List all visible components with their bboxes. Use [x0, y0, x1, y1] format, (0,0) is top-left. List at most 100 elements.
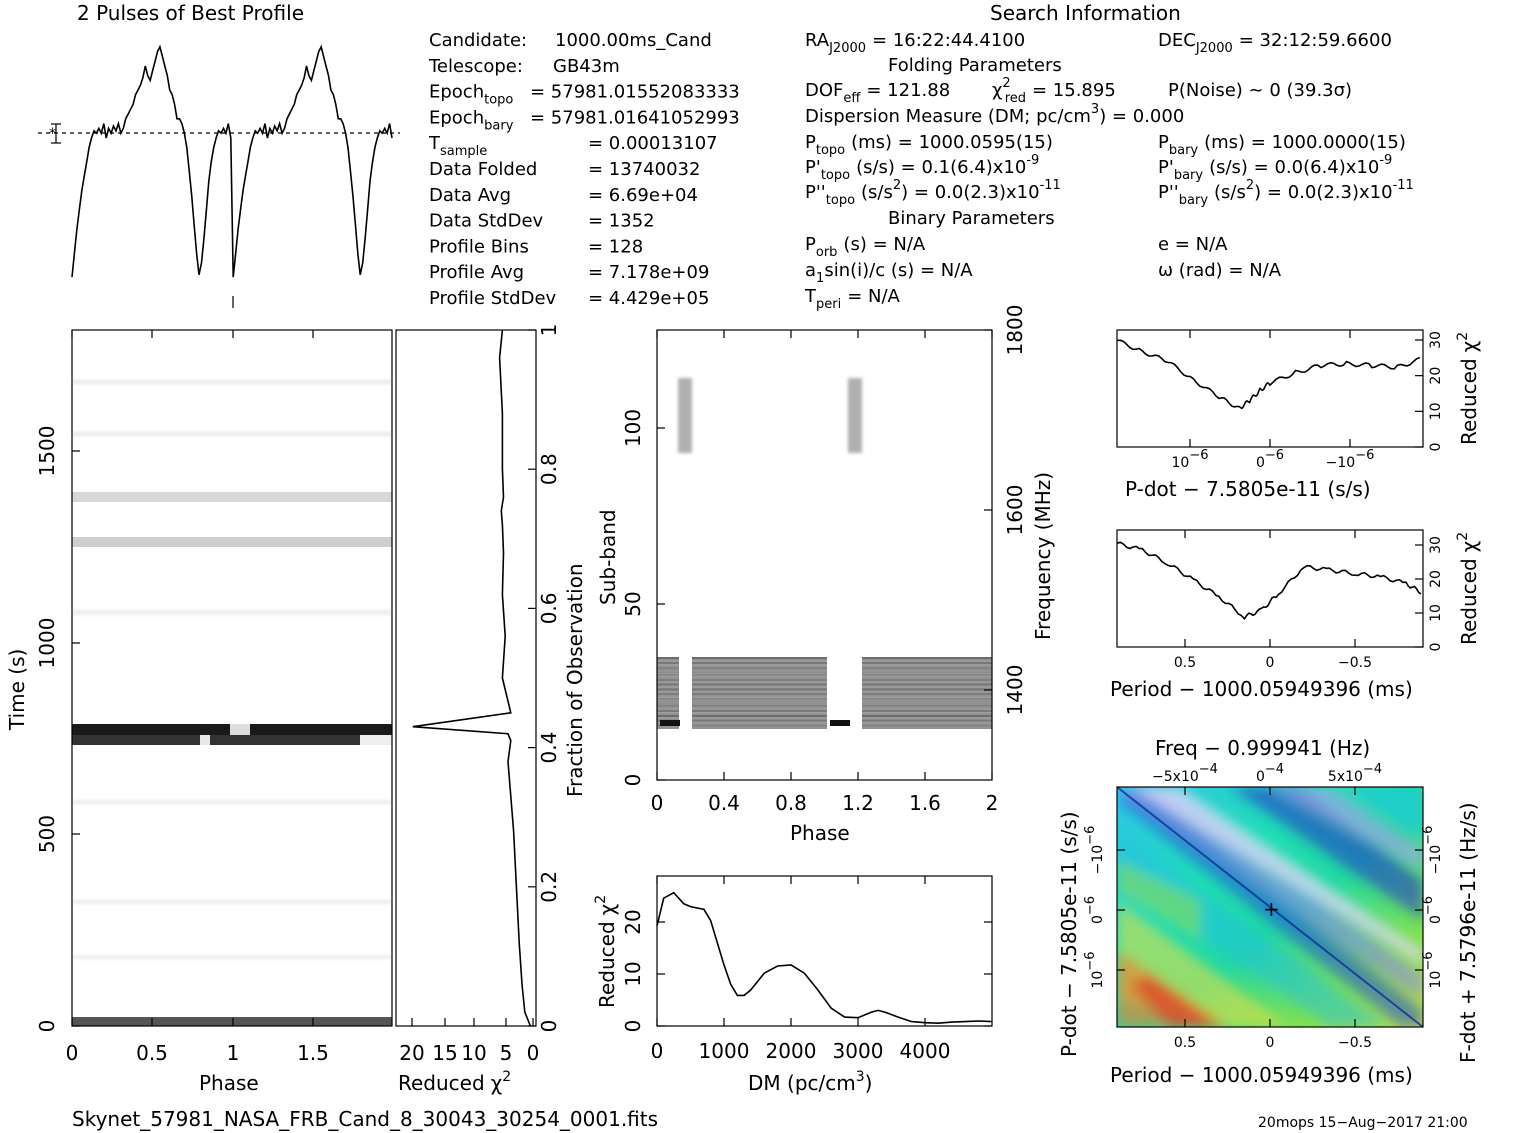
time-phase-image	[72, 330, 392, 1026]
time-phase-ylabel: Time (s)	[5, 649, 29, 731]
frequency-y-tick-label: 1400	[1003, 665, 1027, 716]
dm-y-tick-label: 0	[621, 1020, 645, 1033]
info-value: = 4.429e+05	[588, 288, 709, 309]
time-phase-x-tick-label: 1	[227, 1041, 240, 1065]
period-y-tick-label: 20	[1428, 570, 1444, 588]
frequency-label: Frequency (MHz)	[1031, 472, 1055, 640]
info-value: = 0.00013107	[588, 133, 718, 154]
ppdot-ylabel: P-dot − 7.5805e-11 (s/s)	[1057, 811, 1081, 1057]
ppdot-plot: + 0.5 0 −0.5 −5x10−4 0−4 5x10−4 10−6 0−6 −10−6 10…	[1057, 736, 1480, 1087]
period-x-tick-label: 0.5	[1174, 655, 1196, 671]
info-row: Epochbary	[429, 107, 514, 133]
subband-y-tick-label: 0	[621, 774, 645, 787]
ptopo-line: Ptopo (ms) = 1000.0595(15)	[805, 132, 1053, 158]
info-value: GB43m	[553, 56, 620, 77]
info-row: Profile StdDev	[429, 288, 557, 309]
chi-time-x-tick-label: 10	[461, 1041, 486, 1065]
ppdot-top-tick-label: 0−4	[1256, 762, 1284, 785]
pbary-line: Pbary (ms) = 1000.0000(15)	[1158, 132, 1406, 158]
period-x-tick-label: −0.5	[1338, 655, 1372, 671]
dec-line: DECJ2000 = 32:12:59.6600	[1158, 30, 1392, 56]
info-row: Data Avg	[429, 185, 511, 206]
info-value: = 57981.01641052993	[530, 107, 740, 128]
ppdot-colormap: +	[1117, 787, 1423, 1027]
ra-line: RAJ2000 = 16:22:44.4100	[805, 30, 1025, 56]
subband-xlabel: Phase	[790, 821, 850, 845]
subband-y-tick-label: 100	[621, 409, 645, 447]
period-right-label: Reducedχ2	[1455, 532, 1481, 645]
pdot-y-tick-label: 20	[1428, 367, 1444, 385]
pdot-chi-curve	[1116, 339, 1421, 410]
search-information-title: Search Information	[990, 1, 1181, 25]
profile-curve	[71, 44, 393, 278]
dm-x-tick-label: 1000	[699, 1039, 750, 1063]
dof-line: DOFeff = 121.88	[805, 80, 950, 106]
fraction-y-tick-label: 0	[537, 1020, 561, 1033]
chi-time-plot: 20 15 10 5 000.20.40.60.81 Reduced χ2 Fractio…	[395, 324, 587, 1095]
fraction-y-tick-label: 0.2	[537, 871, 561, 903]
porb-line: Porb (s) = N/A	[805, 234, 926, 260]
period-chi-plot: 0.5 0 −0.5 0 10 20 30 Period − 1000.05949396 (…	[1110, 529, 1481, 701]
ppdot-x-tick-label: 0	[1266, 1035, 1275, 1051]
period-y-tick-label: 10	[1428, 604, 1444, 622]
ppdot-y-tick-label: 10−6	[1083, 952, 1106, 989]
dm-x-tick-label: 4000	[900, 1039, 951, 1063]
svg-text:*: *	[49, 126, 56, 142]
info-row: Candidate:	[429, 30, 527, 51]
dm-ylabel: Reducedχ2	[593, 895, 619, 1008]
ppdot-top-tick-label: −5x10−4	[1152, 762, 1218, 785]
fdot-y-tick-label: 10−6	[1421, 952, 1444, 989]
ppdot-y-tick-label: 0−6	[1083, 896, 1106, 924]
dm-chi-axes: 0 1000 2000 3000 4000 0 10 20	[621, 876, 992, 1063]
time-phase-x-tick-label: 0.5	[136, 1041, 168, 1065]
period-y-tick-label: 0	[1428, 643, 1444, 652]
time-phase-x-tick-label: 0	[66, 1041, 79, 1065]
chi-time-x-tick-label: 20	[399, 1041, 424, 1065]
asini-line: a1sin(i)/c (s) = N/A	[805, 260, 973, 286]
subband-x-tick-label: 1.2	[842, 791, 874, 815]
pdot-x-tick-label: 10−6	[1172, 448, 1209, 471]
ppdot-x-tick-label: 0.5	[1174, 1035, 1196, 1051]
info-value: = 7.178e+09	[588, 262, 709, 283]
dm-y-tick-label: 20	[621, 909, 645, 934]
subband-ylabel: Sub-band	[596, 509, 620, 605]
time-phase-axes: 0 0.5 1 1.5 0 500 1000 1500	[35, 330, 329, 1065]
fraction-y-tick-label: 0.8	[537, 453, 561, 485]
fraction-y-tick-label: 0.4	[537, 732, 561, 764]
chi-time-axes: 20 15 10 5 000.20.40.60.81	[399, 324, 561, 1065]
pdot-y-tick-label: 30	[1428, 331, 1444, 349]
ecc-line: e = N/A	[1158, 234, 1228, 255]
pddot-bary-line: P''bary (s/s2) = 0.0(2.3)x10-11	[1158, 178, 1414, 208]
info-value: = 6.69e+04	[588, 185, 698, 206]
chi-time-x-tick-label: 15	[432, 1041, 457, 1065]
period-x-tick-label: 0	[1266, 655, 1275, 671]
pdot-x-tick-label: −10−6	[1326, 448, 1375, 471]
pdot-y-tick-label: 0	[1428, 443, 1444, 452]
chi2-line: χ2 red = 15.895	[992, 76, 1116, 106]
ppdot-best-marker: +	[1263, 897, 1280, 921]
pdot-topo-line: P'topo (s/s) = 0.1(6.4)x10-9	[805, 153, 1039, 183]
subband-x-tick-label: 2	[986, 791, 999, 815]
omega-line: ω (rad) = N/A	[1158, 260, 1282, 281]
time-phase-y-tick-label: 500	[35, 815, 59, 853]
dm-y-tick-label: 10	[621, 961, 645, 986]
pdot-right-label: Reducedχ2	[1455, 332, 1481, 445]
info-value: = 1352	[588, 211, 655, 232]
subband-x-tick-label: 1.6	[909, 791, 941, 815]
footer-stamp: 20mops 15−Aug−2017 21:00	[1258, 1115, 1468, 1131]
subband-plot: 0 0.4 0.8 1.2 1.6 2 0 50 100 1400 1600 1800 Phase S…	[596, 305, 1055, 845]
period-y-tick-label: 30	[1428, 536, 1444, 554]
fdot-y-tick-label: 0−6	[1421, 896, 1444, 924]
info-value: = 13740032	[588, 159, 700, 180]
chi-time-xlabel: Reduced χ2	[398, 1069, 511, 1095]
profile-plot: *	[38, 44, 400, 308]
dm-x-tick-label: 2000	[766, 1039, 817, 1063]
ppdot-right-label: F-dot + 7.5796e-11 (Hz/s)	[1456, 802, 1480, 1063]
info-value: = 57981.01552083333	[530, 82, 740, 103]
folding-parameters-title: Folding Parameters	[888, 55, 1062, 76]
candidate-info-column: Candidate: 1000.00ms_Cand Telescope: GB43m E…	[428, 30, 740, 309]
frequency-y-tick-label: 1800	[1003, 305, 1027, 356]
info-row: Telescope:	[428, 56, 523, 77]
pdot-xlabel: P-dot − 7.5805e-11 (s/s)	[1125, 477, 1371, 501]
